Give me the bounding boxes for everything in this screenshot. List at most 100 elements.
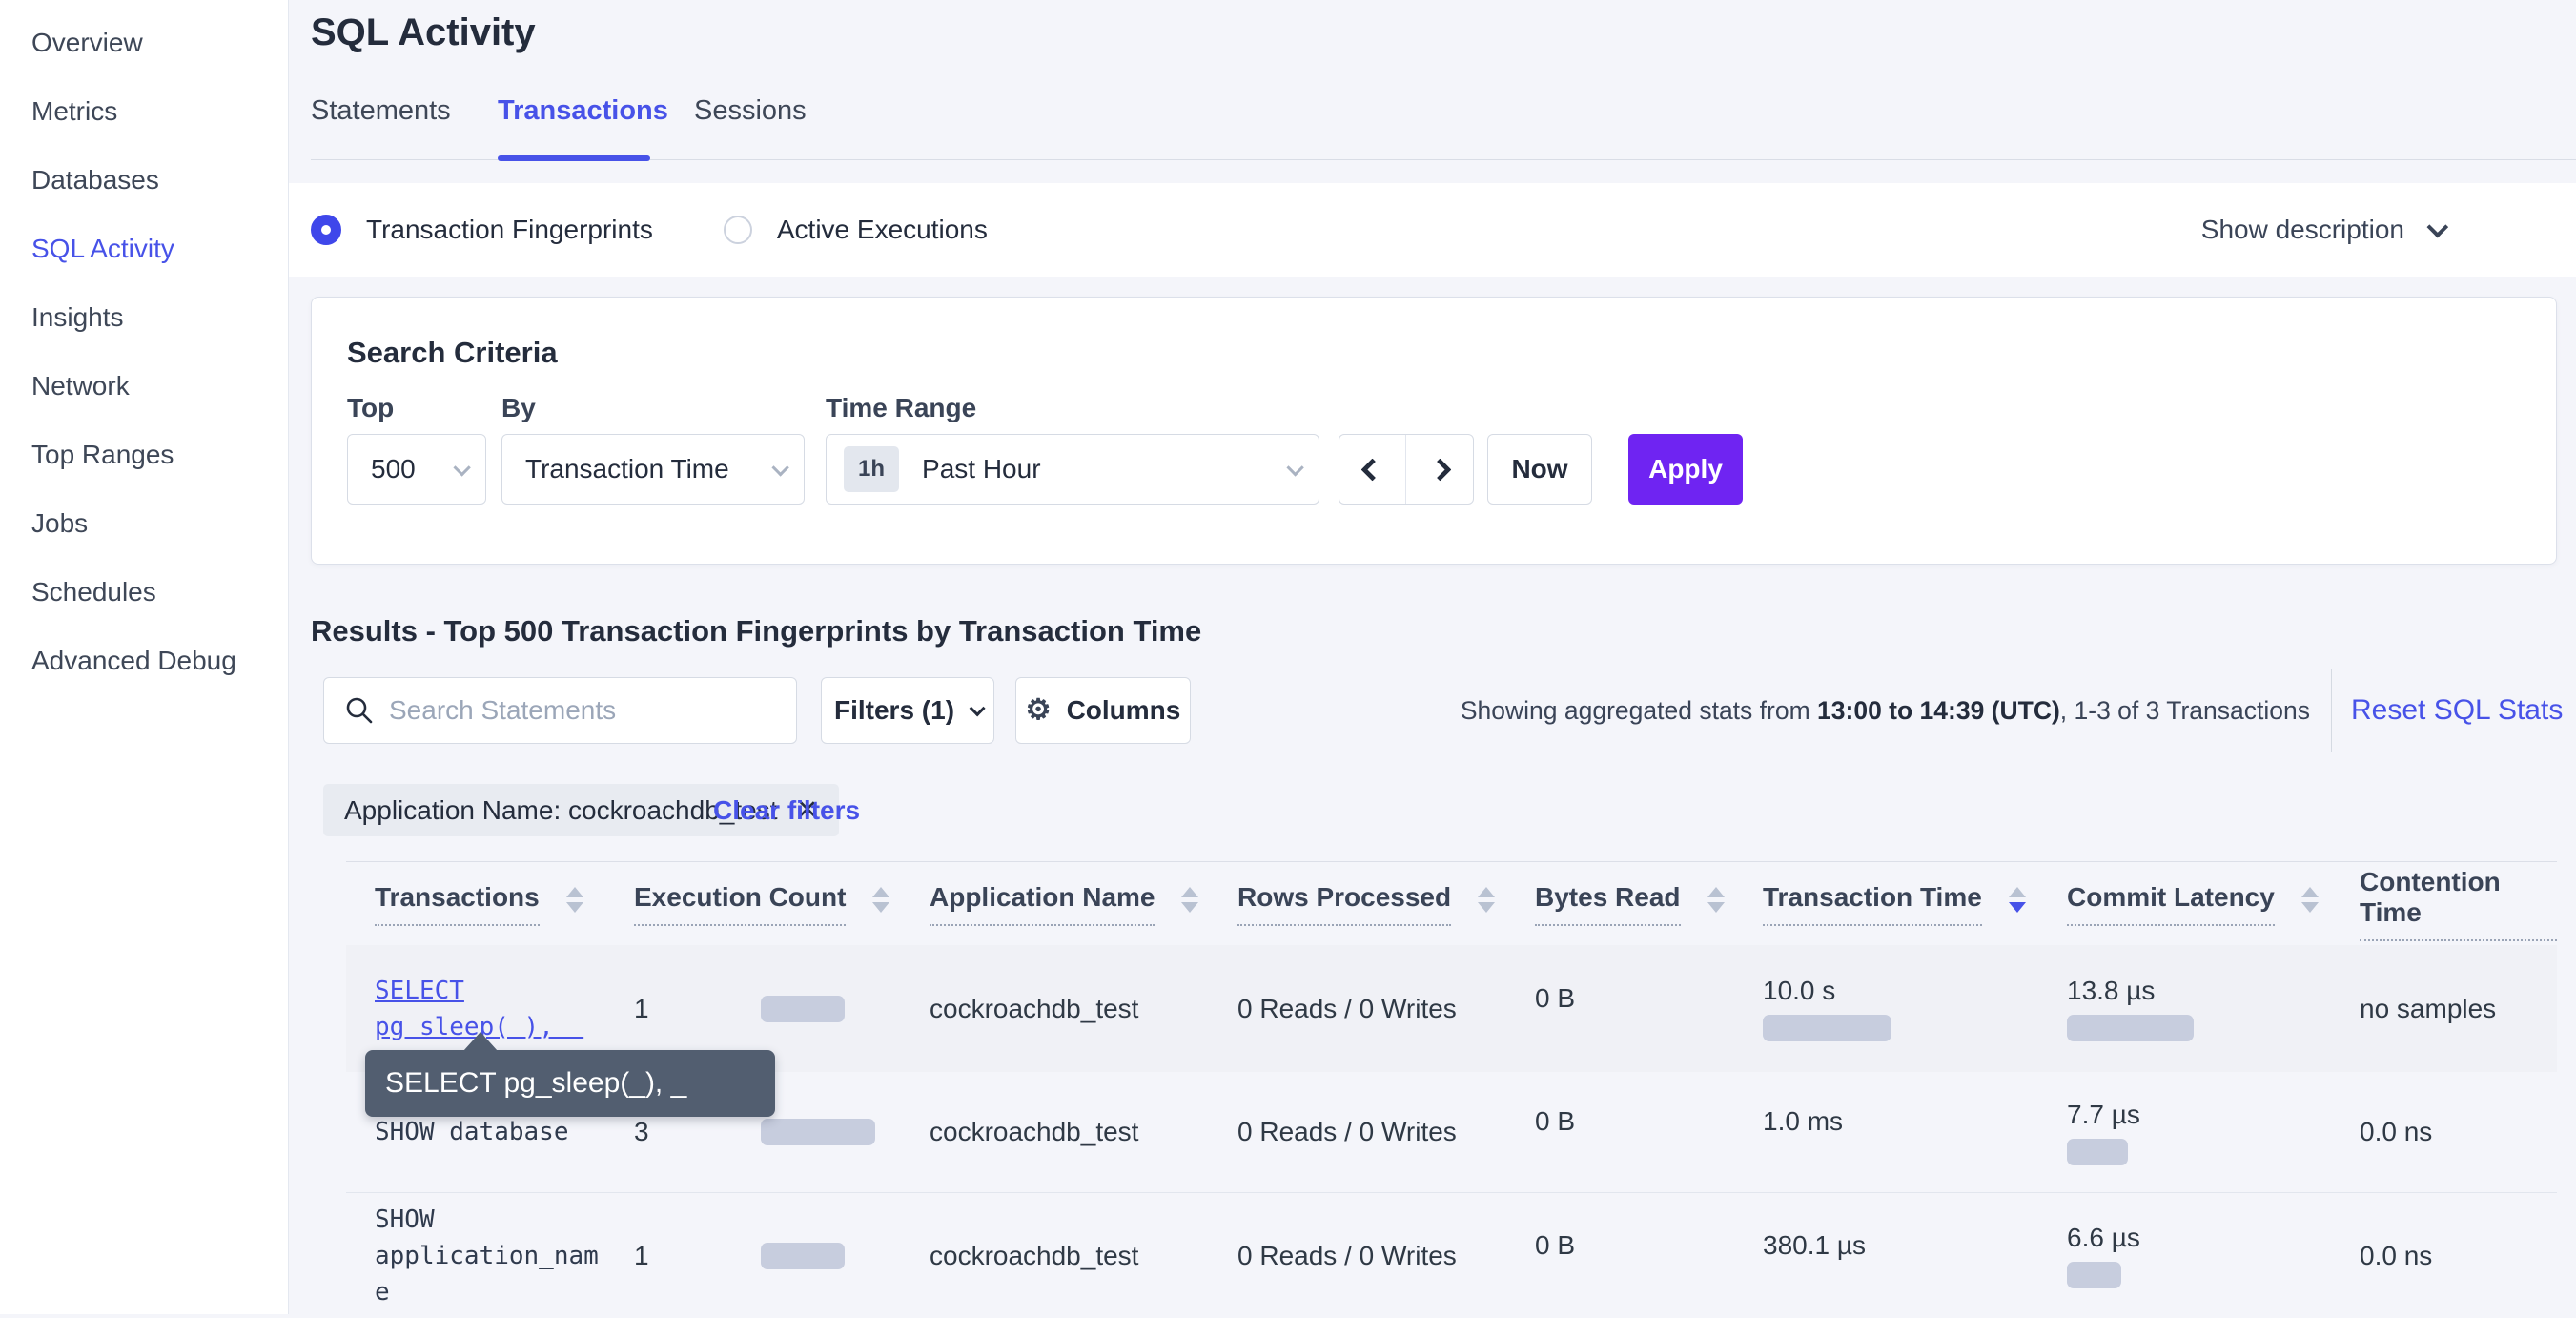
- by-label: By: [501, 393, 536, 422]
- sidebar-item-databases[interactable]: Databases: [31, 165, 159, 195]
- column-header-label: Application Name: [930, 882, 1155, 926]
- column-header-commit-latency[interactable]: Commit Latency: [2067, 882, 2360, 926]
- tab-transactions[interactable]: Transactions: [498, 95, 668, 126]
- column-header-label: Bytes Read: [1535, 882, 1681, 926]
- sidebar-item-insights[interactable]: Insights: [31, 302, 124, 332]
- filter-chip-label: Application Name: cockroachdb_test: [344, 794, 778, 825]
- commit-latency-value: 6.6 µs: [2067, 1223, 2140, 1252]
- commit-latency-bar: [2067, 1015, 2194, 1041]
- search-criteria-heading: Search Criteria: [347, 336, 558, 369]
- tab-statements[interactable]: Statements: [311, 95, 451, 126]
- sidebar-item-top-ranges[interactable]: Top Ranges: [31, 440, 174, 469]
- sort-icon[interactable]: [872, 887, 890, 913]
- transaction-fingerprint-cell[interactable]: SHOW application_name: [375, 1205, 599, 1307]
- search-criteria-card: Search Criteria Top By Time Range 500 Tr…: [311, 297, 2557, 565]
- execution-count-value: 3: [634, 1117, 649, 1146]
- column-header-label: Transaction Time: [1763, 882, 1982, 926]
- chevron-left-icon: [1360, 457, 1384, 482]
- column-header-label: Rows Processed: [1237, 882, 1452, 926]
- reset-sql-stats-link[interactable]: Reset SQL Stats: [2351, 694, 2564, 726]
- time-range-select[interactable]: 1h Past Hour: [826, 434, 1319, 505]
- sort-icon-active-desc[interactable]: [2008, 887, 2026, 913]
- by-select[interactable]: Transaction Time: [501, 434, 805, 505]
- sidebar-item-schedules[interactable]: Schedules: [31, 577, 156, 607]
- showing-range: 13:00 to 14:39 (UTC): [1817, 695, 2060, 725]
- chevron-down-icon: [2426, 216, 2449, 238]
- column-header-label: Transactions: [375, 882, 540, 926]
- chevron-down-icon: [1286, 458, 1304, 477]
- table-row: SHOW database 3 cockroachdb_test 0 Reads…: [346, 1072, 2557, 1193]
- search-icon: [346, 697, 373, 724]
- time-range-value: Past Hour: [922, 454, 1041, 484]
- sidebar-item-sql-activity[interactable]: SQL Activity: [31, 234, 174, 263]
- contention-time-cell: 0.0 ns: [2360, 1240, 2433, 1270]
- column-header-transactions[interactable]: Transactions: [346, 882, 634, 926]
- sidebar-item-overview[interactable]: Overview: [31, 28, 143, 57]
- sort-icon[interactable]: [1181, 887, 1199, 913]
- contention-time-cell: 0.0 ns: [2360, 1117, 2433, 1146]
- time-range-label: Time Range: [826, 393, 977, 422]
- radio-label-active-executions[interactable]: Active Executions: [776, 215, 988, 244]
- rows-processed-cell: 0 Reads / 0 Writes: [1237, 1117, 1457, 1146]
- tab-sessions[interactable]: Sessions: [694, 95, 807, 126]
- sidebar-item-jobs[interactable]: Jobs: [31, 508, 89, 538]
- sidebar-item-network[interactable]: Network: [31, 371, 130, 401]
- tooltip-arrow: [463, 1032, 498, 1051]
- previous-time-range-button[interactable]: [1339, 435, 1406, 504]
- filter-chip-application-name[interactable]: Application Name: cockroachdb_test ✕: [323, 784, 840, 836]
- sort-icon[interactable]: [2300, 887, 2319, 913]
- apply-button[interactable]: Apply: [1628, 434, 1743, 505]
- top-select-value: 500: [371, 454, 416, 484]
- view-toggle-band: Transaction Fingerprints Active Executio…: [289, 183, 2576, 277]
- application-name-cell: cockroachdb_test: [930, 993, 1139, 1023]
- chevron-right-icon: [1427, 457, 1452, 482]
- column-header-contention-time[interactable]: Contention Time: [2360, 867, 2557, 941]
- chevron-down-icon: [453, 458, 471, 477]
- sort-icon[interactable]: [565, 887, 583, 913]
- execution-count-value: 1: [634, 993, 649, 1023]
- column-header-rows-processed[interactable]: Rows Processed: [1237, 882, 1535, 926]
- column-header-bytes-read[interactable]: Bytes Read: [1535, 882, 1763, 926]
- radio-active-executions[interactable]: [723, 216, 752, 244]
- filters-button[interactable]: Filters (1): [821, 677, 994, 744]
- radio-label-transaction-fingerprints[interactable]: Transaction Fingerprints: [366, 215, 653, 244]
- show-description-toggle[interactable]: Show description: [2201, 183, 2449, 277]
- time-range-badge: 1h: [844, 446, 900, 492]
- bytes-read-cell: 0 B: [1535, 982, 1576, 1013]
- execution-count-bar: [761, 1242, 845, 1269]
- transaction-time-value: 10.0 s: [1763, 976, 1836, 1005]
- sidebar-item-metrics[interactable]: Metrics: [31, 96, 118, 126]
- sort-icon[interactable]: [1707, 887, 1725, 913]
- search-statements-box: [323, 677, 797, 744]
- now-button[interactable]: Now: [1487, 434, 1592, 505]
- sidebar-item-advanced-debug[interactable]: Advanced Debug: [31, 646, 236, 675]
- execution-count-cell: 3: [634, 1072, 930, 1192]
- time-range-stepper: [1339, 434, 1474, 505]
- transaction-time-cell: 1.0 ms: [1763, 1106, 1844, 1136]
- columns-button[interactable]: ⚙ Columns: [1015, 677, 1191, 744]
- radio-transaction-fingerprints[interactable]: [311, 215, 341, 245]
- table-row: SHOW application_name 1 cockroachdb_test…: [346, 1193, 2557, 1318]
- contention-time-cell: no samples: [2360, 993, 2497, 1023]
- rows-processed-cell: 0 Reads / 0 Writes: [1237, 993, 1457, 1023]
- clear-filters-link[interactable]: Clear filters: [713, 794, 861, 825]
- application-name-cell: cockroachdb_test: [930, 1240, 1139, 1270]
- sort-icon[interactable]: [1478, 887, 1496, 913]
- bytes-read-cell: 0 B: [1535, 1106, 1576, 1136]
- commit-latency-cell: 7.7 µs: [2067, 1100, 2360, 1165]
- rows-processed-cell: 0 Reads / 0 Writes: [1237, 1240, 1457, 1270]
- close-icon[interactable]: ✕: [796, 795, 819, 824]
- column-header-application-name[interactable]: Application Name: [930, 882, 1237, 926]
- transaction-time-cell: 380.1 µs: [1763, 1229, 1866, 1260]
- column-header-transaction-time[interactable]: Transaction Time: [1763, 882, 2067, 926]
- column-header-label: Commit Latency: [2067, 882, 2275, 926]
- column-header-label: Execution Count: [634, 882, 847, 926]
- transaction-fingerprint-cell[interactable]: SHOW database: [375, 1118, 569, 1146]
- chevron-down-icon: [969, 700, 986, 717]
- filters-button-label: Filters (1): [833, 695, 955, 725]
- column-header-execution-count[interactable]: Execution Count: [634, 882, 930, 926]
- search-statements-input[interactable]: [389, 695, 770, 726]
- execution-count-bar: [761, 1119, 875, 1145]
- top-select[interactable]: 500: [347, 434, 486, 505]
- next-time-range-button[interactable]: [1406, 435, 1473, 504]
